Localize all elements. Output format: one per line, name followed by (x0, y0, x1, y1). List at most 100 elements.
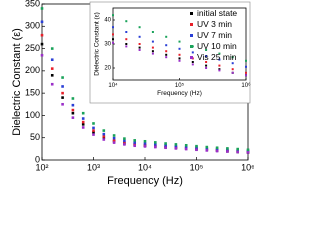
y-tick-label: 30 (104, 42, 111, 48)
data-point (112, 38, 114, 41)
data-point (61, 76, 64, 79)
data-point (184, 147, 188, 151)
data-point (112, 139, 116, 142)
data-point (231, 62, 234, 65)
data-point (246, 151, 250, 154)
data-point (174, 144, 178, 148)
data-point (50, 67, 54, 70)
data-point (226, 150, 229, 153)
data-point (215, 146, 219, 150)
data-point (61, 96, 64, 99)
legend-label: UV 3 min (197, 19, 232, 29)
chart: 10² 10³ 10⁴ 10⁵ 10⁶ 0 50 100 150 200 250 300 350 Freq… (11, 0, 254, 187)
y-tick-label: 20 (104, 66, 111, 72)
data-point (151, 40, 154, 43)
data-point (125, 20, 128, 23)
data-point (143, 145, 147, 148)
data-point (236, 150, 239, 154)
data-point (102, 129, 106, 132)
data-point (123, 137, 126, 140)
y-tick-label: 350 (25, 0, 40, 8)
data-point (81, 117, 85, 120)
data-point (164, 143, 167, 147)
data-point (102, 132, 106, 136)
data-point (92, 122, 95, 125)
x-tick-label: 10² (35, 162, 48, 172)
x-tick-label: 10⁵ (190, 162, 204, 172)
data-point (125, 45, 128, 48)
data-point (218, 69, 221, 72)
data-point (133, 139, 137, 142)
data-point (40, 20, 44, 24)
data-point (151, 46, 154, 49)
y-tick-label: 100 (25, 110, 40, 120)
x-tick-label: 10³ (87, 162, 100, 172)
data-point (178, 47, 181, 50)
data-point (61, 91, 64, 95)
y-tick-label: 0 (35, 154, 40, 164)
legend-label: initial state (197, 8, 237, 18)
data-point (40, 42, 44, 46)
data-point (133, 144, 137, 148)
data-point (165, 35, 168, 38)
data-point (195, 146, 198, 149)
data-point (40, 33, 44, 37)
y-tick-label: 300 (25, 21, 40, 31)
data-point (231, 68, 234, 71)
legend-label: UV 10 min (197, 41, 237, 51)
data-point (138, 35, 141, 38)
data-point (123, 141, 126, 144)
data-point (205, 61, 208, 63)
data-point (165, 56, 168, 59)
data-point (81, 120, 85, 124)
data-point (50, 74, 54, 77)
data-point (151, 50, 154, 53)
data-point (81, 123, 85, 126)
data-point (92, 133, 95, 136)
data-point (138, 46, 141, 49)
data-point (112, 41, 114, 44)
data-point (154, 145, 157, 149)
data-point (178, 53, 181, 56)
data-point (174, 143, 178, 146)
data-point (165, 53, 168, 56)
x-tick-label: 10⁴ (138, 162, 152, 172)
y-tick-label: 40 (104, 18, 111, 24)
data-point (178, 57, 181, 60)
data-point (138, 43, 141, 45)
data-point (218, 68, 221, 71)
data-point (143, 143, 147, 147)
data-point (123, 143, 126, 146)
data-point (92, 131, 95, 134)
data-point (50, 82, 54, 86)
data-point (102, 138, 106, 141)
legend-label: UV 7 min (197, 30, 232, 40)
data-point (71, 97, 75, 100)
data-point (125, 43, 128, 45)
data-point (191, 63, 194, 66)
data-point (50, 47, 54, 50)
data-point (125, 31, 128, 33)
data-point (164, 142, 167, 145)
data-point (191, 51, 194, 54)
data-point (112, 136, 116, 140)
y-tick-label: 250 (25, 43, 40, 53)
data-point (184, 145, 188, 149)
data-point (112, 14, 114, 17)
x-tick-label: 10⁶ (241, 162, 254, 172)
data-point (81, 111, 85, 115)
y-axis-label: Dielectric Constant (ε) (11, 28, 23, 136)
y-tick-label: 200 (25, 65, 40, 75)
data-point (112, 134, 116, 137)
data-point (123, 139, 126, 143)
data-point (151, 31, 154, 33)
data-point (102, 136, 106, 140)
data-point (102, 135, 106, 138)
data-point (151, 52, 154, 55)
data-point (133, 142, 137, 146)
data-point (246, 148, 250, 152)
data-point (92, 126, 95, 130)
data-point (205, 55, 208, 57)
x-tick-label: 10⁶ (241, 82, 251, 89)
